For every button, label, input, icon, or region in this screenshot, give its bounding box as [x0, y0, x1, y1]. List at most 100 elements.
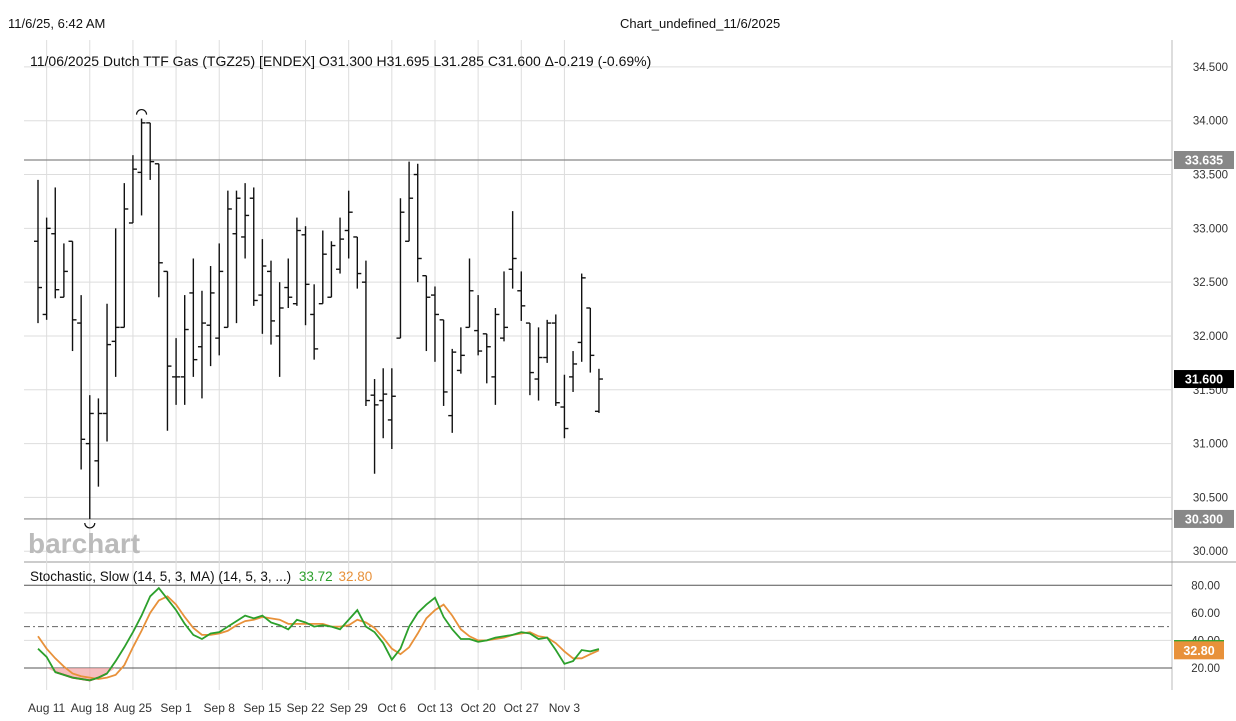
- ohlc-bar: [310, 284, 319, 360]
- x-tick-label: Sep 1: [160, 701, 192, 715]
- ohlc-bar: [517, 271, 526, 321]
- ohlc-bar: [387, 368, 396, 449]
- time-axis: Aug 11 Aug 18 Aug 25 Sep 1 Sep 8 Sep 15 Sep 22…: [28, 701, 580, 715]
- ohlc-bar: [396, 198, 405, 339]
- ohlc-bar: [301, 226, 310, 326]
- ohlc-bar: [68, 240, 77, 352]
- low-line-badge-bg: [1174, 509, 1234, 528]
- ohlc-bar: [508, 211, 517, 289]
- ohlc-bar: [284, 258, 293, 308]
- ohlc-bar: [353, 236, 362, 289]
- ohlc-bar: [120, 183, 129, 329]
- stochastic-label: Stochastic, Slow (14, 5, 3, MA) (14, 5, …: [30, 569, 291, 584]
- ohlc-bar: [42, 217, 51, 320]
- ohlc-bar: [51, 187, 60, 299]
- ohlc-bar: [223, 190, 232, 329]
- x-tick-label: Sep 8: [204, 701, 236, 715]
- stochastic-d-value: 32.80: [338, 569, 372, 584]
- ohlc-bar: [525, 322, 534, 396]
- ohlc-bar: [336, 217, 345, 274]
- ohlc-bar: [34, 179, 42, 324]
- ohlc-bar: [146, 122, 155, 180]
- ohlc-bar: [500, 271, 509, 342]
- ohlc-bar: [137, 118, 146, 216]
- ohlc-bar: [448, 348, 457, 433]
- stochastic-k-value: 33.72: [299, 569, 333, 584]
- svg-text:Stochastic, Slow (14, 5, 3, MA: Stochastic, Slow (14, 5, 3, MA) (14, 5, …: [30, 569, 372, 584]
- low-marker: [84, 522, 96, 529]
- ohlc-bar: [103, 303, 112, 442]
- ohlc-bar: [379, 368, 388, 439]
- ohlc-bar: [344, 190, 353, 259]
- ohlc-bar: [456, 327, 465, 374]
- y-tick-label: 32.000: [1193, 331, 1228, 343]
- y-tick-label: 33.000: [1193, 223, 1228, 235]
- x-tick-label: Oct 20: [460, 701, 496, 715]
- ohlc-bar: [154, 163, 163, 298]
- ohlc-bar: [292, 217, 301, 306]
- ohlc-bar: [275, 282, 284, 377]
- ohlc-bar: [422, 275, 431, 352]
- ohlc-bar: [59, 243, 68, 298]
- ohlc-bar: [241, 183, 250, 259]
- x-tick-label: Aug 11: [28, 701, 65, 715]
- ohlc-bar: [586, 307, 595, 373]
- ohlc-bar: [465, 258, 474, 329]
- ohlc-bar: [189, 258, 198, 377]
- ohlc-bar: [318, 230, 327, 305]
- ohlc-bar: [180, 295, 189, 405]
- last-price-badge: 31.600: [1185, 373, 1223, 387]
- ohlc-bar: [413, 163, 422, 283]
- ohlc-bar: [482, 333, 491, 384]
- ohlc-bar: [267, 260, 276, 345]
- ohlc-bar: [197, 290, 206, 399]
- ohlc-bar: [594, 368, 603, 413]
- x-tick-label: Sep 15: [243, 701, 281, 715]
- x-tick-label: Aug 25: [114, 701, 152, 715]
- high-marker: [135, 109, 148, 115]
- price-axis: 34.50034.00033.50033.00032.50032.00031.5…: [1174, 62, 1234, 675]
- y-tick-label: 34.000: [1193, 116, 1228, 128]
- ohlc-bar: [534, 327, 543, 401]
- ohlc-bar: [94, 398, 103, 487]
- last-price-badge-bg: [1174, 370, 1234, 389]
- ohlc-bar: [249, 187, 258, 306]
- y-tick-label: 33.500: [1193, 170, 1228, 182]
- quote-line: 11/06/2025 Dutch TTF Gas (TGZ25) [ENDEX]…: [30, 53, 651, 69]
- ohlc-bar: [543, 319, 552, 363]
- ohlc-bar: [232, 190, 241, 324]
- stochastic-panel: [24, 584, 1172, 682]
- ohlc-bar: [439, 319, 448, 406]
- ohlc-bar: [491, 307, 500, 405]
- ohlc-bar: [569, 351, 578, 392]
- y-tick-label: 30.000: [1193, 546, 1228, 558]
- reference-lines: [24, 159, 1172, 520]
- ohlc-bar: [111, 228, 120, 377]
- ohlc-bar: [77, 295, 86, 470]
- x-tick-label: Aug 18: [71, 701, 109, 715]
- stochastic-k-line: [37, 586, 600, 682]
- x-tick-label: Sep 29: [330, 701, 368, 715]
- chart-file-name: Chart_undefined_11/6/2025: [620, 16, 781, 31]
- ohlc-bar: [258, 239, 267, 334]
- ohlc-bar: [370, 379, 379, 474]
- stoch-tick-label: 60.00: [1191, 608, 1220, 620]
- high-line-badge: 33.635: [1185, 154, 1223, 168]
- ohlc-bar: [206, 266, 215, 367]
- y-tick-label: 31.000: [1193, 439, 1228, 451]
- stoch-tick-label: 20.00: [1191, 663, 1220, 675]
- y-tick-label: 34.500: [1193, 62, 1228, 74]
- x-tick-label: Nov 3: [549, 701, 581, 715]
- x-tick-label: Oct 6: [377, 701, 406, 715]
- barchart-logo: barchart: [28, 528, 140, 559]
- ohlc-bar: [474, 295, 483, 356]
- ohlc-bar: [405, 161, 414, 242]
- grid: [24, 40, 1236, 690]
- ohlc-bar: [430, 286, 439, 362]
- timestamp: 11/6/25, 6:42 AM: [8, 16, 106, 31]
- high-line-badge-bg: [1174, 151, 1234, 170]
- x-tick-label: Oct 27: [504, 701, 540, 715]
- x-tick-label: Sep 22: [287, 701, 325, 715]
- ohlc-bar: [560, 374, 569, 439]
